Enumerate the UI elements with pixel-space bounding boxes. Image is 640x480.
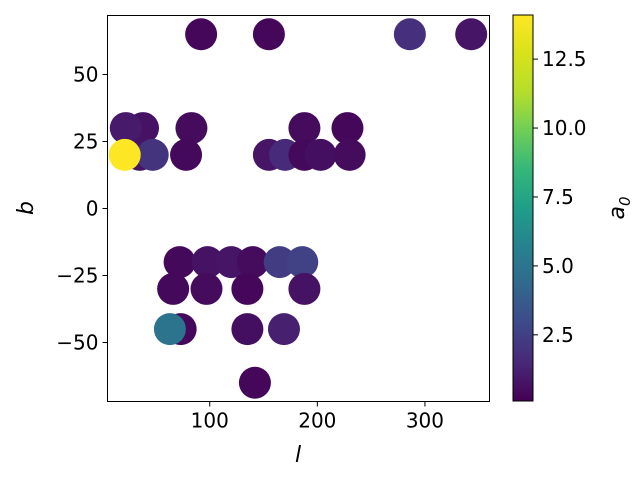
data-point [333, 138, 366, 171]
x-axis: 100 200 300 [191, 401, 444, 433]
data-point [231, 272, 264, 305]
data-point [304, 138, 337, 171]
data-point [455, 18, 488, 51]
data-point [109, 112, 142, 145]
data-point [108, 138, 141, 171]
colorbar-tick-label: 10.0 [542, 116, 587, 140]
x-tick-label: 200 [298, 409, 336, 433]
data-point [267, 313, 300, 346]
colorbar-ticks: 2.5 5.0 7.5 10.0 12.5 [533, 47, 587, 347]
colorbar-tick-label: 12.5 [542, 47, 587, 71]
points-layer [108, 18, 488, 399]
data-point [238, 366, 271, 399]
data-point [185, 18, 218, 51]
data-point [393, 18, 426, 51]
colorbar-tick-label: 7.5 [542, 185, 574, 209]
data-point [288, 112, 321, 145]
data-point [175, 112, 208, 145]
y-tick-label: −25 [56, 264, 98, 288]
x-tick-label: 300 [406, 409, 444, 433]
data-point [231, 313, 264, 346]
data-point [263, 246, 296, 279]
data-point [157, 272, 190, 305]
colorbar-label-subscript: 0 [616, 196, 634, 206]
y-axis-label: b [14, 201, 39, 215]
data-point [236, 246, 269, 279]
colorbar-label-main: a [605, 206, 630, 219]
data-point [191, 246, 224, 279]
data-point [286, 246, 319, 279]
data-point [163, 246, 196, 279]
y-tick-label: 0 [86, 197, 99, 221]
y-tick-label: 25 [73, 129, 98, 153]
colorbar-tick-label: 2.5 [542, 323, 574, 347]
colorbar [512, 14, 534, 402]
x-axis-label: l [295, 443, 301, 468]
colorbar-tick-label: 5.0 [542, 254, 574, 278]
data-point [331, 112, 364, 145]
data-point [170, 138, 203, 171]
y-axis: −50 −25 0 25 50 [56, 62, 108, 355]
y-tick-label: −50 [56, 331, 98, 355]
data-point [136, 138, 169, 171]
y-tick-label: 50 [73, 62, 98, 86]
data-point [190, 272, 223, 305]
data-point [153, 313, 186, 346]
colorbar-label: a0 [605, 196, 634, 219]
data-point [252, 18, 285, 51]
x-tick-label: 100 [191, 409, 229, 433]
data-point [288, 272, 321, 305]
